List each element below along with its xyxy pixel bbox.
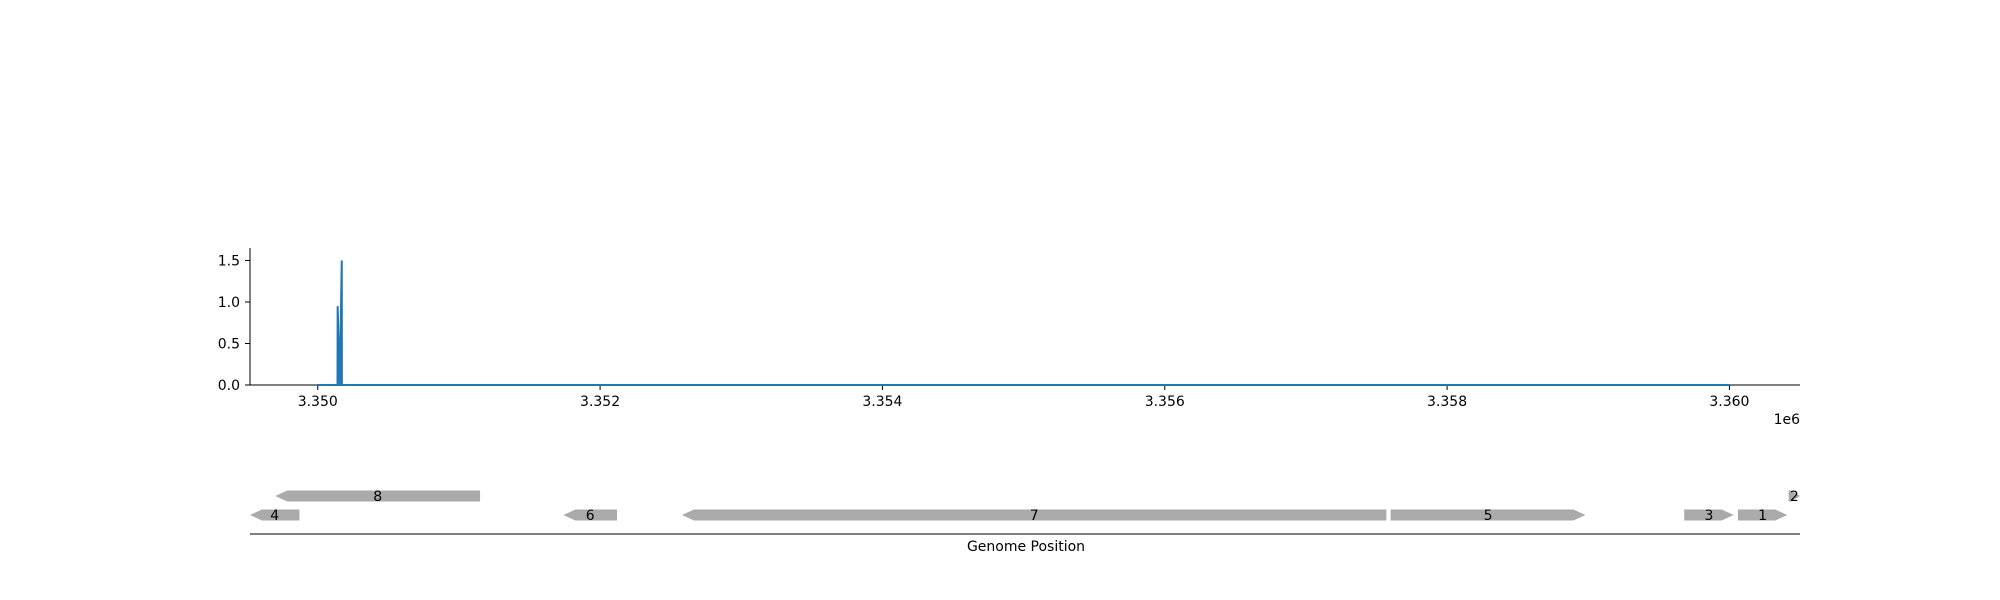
gene-arrow <box>250 509 300 521</box>
gene-arrow <box>1390 509 1586 521</box>
gene-feature: 8 <box>275 489 481 505</box>
gene-feature: 2 <box>1788 489 1800 505</box>
gene-arrow <box>1788 490 1800 502</box>
gene-arrow <box>275 490 481 502</box>
gene-label: 1 <box>1758 508 1767 524</box>
x-tick-label: 3.352 <box>580 394 620 410</box>
gene-feature: 7 <box>681 508 1387 524</box>
y-tick-label: 0.0 <box>218 378 240 394</box>
gene-track: 8 2 4 6 7 5 3 1 Genome Position <box>250 489 1800 555</box>
gene-track-xlabel: Genome Position <box>967 539 1085 555</box>
y-axis-ticks: 0.0 0.5 1.0 1.5 <box>218 253 250 394</box>
gene-label: 5 <box>1484 508 1493 524</box>
gene-label: 2 <box>1790 489 1799 505</box>
gene-features: 8 2 4 6 7 5 3 1 <box>250 489 1800 524</box>
x-tick-label: 3.354 <box>862 394 902 410</box>
coverage-series-line <box>317 260 1730 386</box>
gene-label: 6 <box>586 508 595 524</box>
y-tick-label: 0.5 <box>218 336 240 352</box>
gene-label: 3 <box>1704 508 1713 524</box>
x-tick-label: 3.360 <box>1709 394 1749 410</box>
gene-arrow <box>1684 509 1734 521</box>
gene-arrow <box>681 509 1387 521</box>
gene-feature: 5 <box>1390 508 1586 524</box>
y-tick-label: 1.5 <box>218 253 240 269</box>
gene-label: 8 <box>373 489 382 505</box>
gene-arrow <box>563 509 618 521</box>
x-axis-ticks: 3.350 3.352 3.354 3.356 3.358 3.360 <box>298 385 1749 410</box>
gene-arrow <box>1737 509 1788 521</box>
y-tick-label: 1.0 <box>218 295 240 311</box>
x-tick-label: 3.350 <box>298 394 338 410</box>
coverage-plot: 0.00.51.01.5 3.350 3.352 3.354 3.356 3.358 3.… <box>218 248 1800 428</box>
x-axis-offset-label: 1e6 <box>1774 412 1801 428</box>
gene-feature: 3 <box>1684 508 1734 524</box>
gene-feature: 1 <box>1737 508 1788 524</box>
gene-feature: 6 <box>563 508 618 524</box>
gene-label: 4 <box>270 508 279 524</box>
x-tick-label: 3.356 <box>1145 394 1185 410</box>
x-tick-label: 3.358 <box>1427 394 1467 410</box>
gene-label: 7 <box>1030 508 1039 524</box>
gene-feature: 4 <box>250 508 300 524</box>
